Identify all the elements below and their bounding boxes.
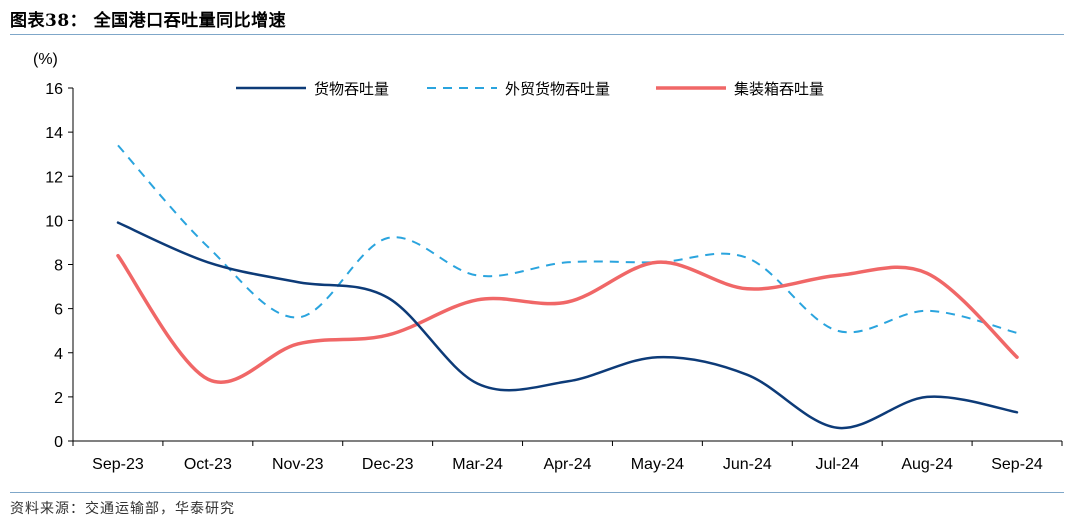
series-1-point: [297, 316, 299, 318]
series-line-1: [117, 144, 1018, 334]
y-tick-label: 8: [54, 258, 63, 275]
y-tick-label: 4: [54, 346, 63, 363]
x-tick-label: Sep-23: [92, 456, 144, 473]
x-tick-label: Aug-24: [901, 456, 953, 473]
series-1-point: [477, 275, 479, 277]
series-1-point: [926, 310, 928, 312]
legend: 货物吞吐量 外贸货物吞吐量 集装箱吞吐量: [236, 80, 824, 98]
y-tick-label: 16: [45, 81, 63, 98]
series-line-0: [116, 221, 1019, 430]
y-tick-label: 14: [45, 125, 63, 142]
legend-label-0: 货物吞吐量: [314, 80, 389, 98]
y-tick-label: 0: [54, 434, 63, 451]
x-axis: Sep-23 Oct-23 Nov-23 Dec-23 Mar-24 Apr-24 May-…: [72, 440, 1063, 473]
source-note: 资料来源：交通运输部，华泰研究: [10, 501, 235, 517]
x-tick-label: Oct-23: [184, 456, 232, 473]
x-tick-label: Mar-24: [452, 456, 503, 473]
series-1-point: [746, 257, 748, 259]
y-axis-label: (%): [33, 51, 58, 68]
y-tick-label: 2: [54, 390, 63, 407]
x-tick-label: Sep-24: [991, 456, 1043, 473]
y-tick-label: 12: [45, 169, 63, 186]
title-rule: [10, 34, 1064, 35]
x-tick-label: Jul-24: [815, 456, 859, 473]
x-tick-label: May-24: [631, 456, 684, 473]
series-group: [116, 144, 1019, 430]
x-tick-label: Dec-23: [362, 456, 414, 473]
y-tick-label: 6: [54, 302, 63, 319]
legend-label-2: 集装箱吞吐量: [734, 80, 824, 98]
series-line-2: [116, 253, 1019, 384]
y-tick-label: 10: [45, 213, 63, 230]
legend-label-1: 外贸货物吞吐量: [505, 80, 610, 98]
figure-title: 图表38： 全国港口吞吐量同比增速: [10, 11, 287, 31]
x-tick-label: Apr-24: [543, 456, 591, 473]
x-tick-label: Nov-23: [272, 456, 324, 473]
y-axis: 0 2 4 6 8 10 12 14 16: [45, 81, 74, 451]
source-rule: [10, 492, 1064, 493]
x-tick-label: Jun-24: [723, 456, 772, 473]
